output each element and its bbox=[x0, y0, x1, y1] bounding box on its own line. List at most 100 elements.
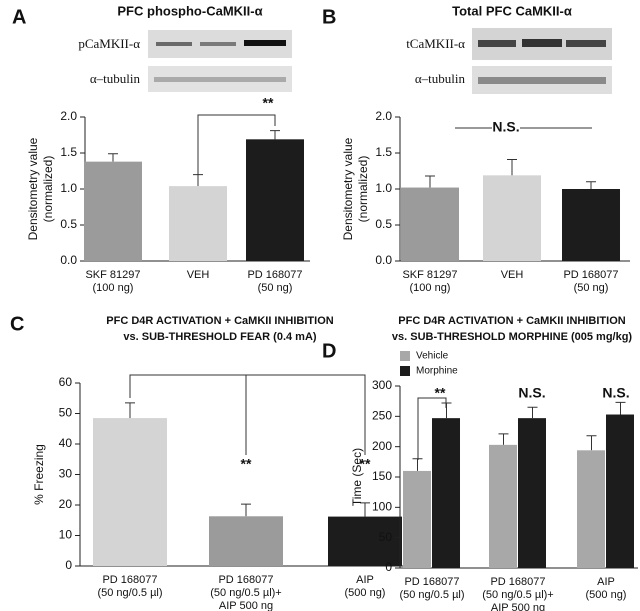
blot-label: tCaMKII-α bbox=[406, 36, 465, 51]
y-axis-label: Densitometry value bbox=[26, 137, 40, 240]
x-tick-label: (50 ng/0.5 µl)+ bbox=[210, 587, 281, 599]
error-bar bbox=[360, 502, 370, 517]
annotation: N.S. bbox=[518, 385, 545, 401]
y-tick-label: 1.0 bbox=[375, 181, 392, 195]
y-axis-label: % Freezing bbox=[32, 444, 46, 505]
x-tick-label: PD 168077 bbox=[218, 574, 273, 586]
bar bbox=[246, 139, 304, 261]
annotation: N.S. bbox=[492, 119, 519, 135]
chart-subtitle: vs. SUB-THRESHOLD FEAR (0.4 mA) bbox=[123, 331, 316, 343]
y-tick-label: 250 bbox=[372, 409, 392, 423]
x-tick-label: PD 168077 bbox=[102, 574, 157, 586]
panel-label: B bbox=[322, 6, 336, 28]
blot-a: pCaMKII-α α–tubulin bbox=[78, 30, 292, 92]
legend-label: Vehicle bbox=[416, 351, 449, 362]
chart-title: Total PFC CaMKII-α bbox=[452, 3, 572, 18]
y-tick-label: 0 bbox=[385, 560, 392, 574]
chart-subtitle: vs. SUB-THRESHOLD MORPHINE (005 mg/kg) bbox=[392, 331, 633, 343]
error-bar bbox=[615, 401, 626, 415]
y-tick-label: 20 bbox=[59, 497, 73, 511]
y-axis-label: Time (Sec) bbox=[350, 448, 364, 506]
y-tick-label: 1.5 bbox=[375, 145, 392, 159]
annotation: ** bbox=[435, 385, 446, 401]
y-tick-label: 40 bbox=[59, 436, 73, 450]
y-tick-label: 300 bbox=[372, 378, 392, 392]
annotation: ** bbox=[360, 456, 371, 472]
y-tick-label: 1.0 bbox=[60, 181, 77, 195]
annotation: ** bbox=[263, 95, 274, 111]
error-bar bbox=[498, 433, 509, 445]
error-bar bbox=[193, 174, 203, 187]
error-bar bbox=[527, 406, 538, 419]
y-axis-label: (normalized) bbox=[356, 156, 370, 223]
bar bbox=[328, 516, 402, 566]
y-tick-label: 30 bbox=[59, 467, 73, 481]
error-bar bbox=[507, 158, 517, 176]
x-tick-label: PD 168077 bbox=[404, 576, 459, 588]
bar bbox=[562, 189, 620, 261]
panel-label: D bbox=[322, 340, 336, 362]
error-bar bbox=[586, 435, 597, 451]
error-bar bbox=[425, 175, 435, 188]
error-bar bbox=[441, 402, 452, 419]
x-tick-label: (50 ng) bbox=[258, 282, 293, 294]
chart-title: PFC phospho-CaMKII-α bbox=[117, 3, 262, 18]
bar bbox=[209, 516, 283, 566]
x-tick-label: AIP bbox=[597, 576, 615, 588]
legend-swatch bbox=[400, 366, 410, 376]
x-tick-label: (50 ng/0.5 µl) bbox=[97, 587, 162, 599]
error-bar bbox=[125, 402, 135, 419]
error-bar bbox=[270, 130, 280, 140]
x-tick-label: VEH bbox=[187, 269, 210, 281]
x-tick-label: (500 ng) bbox=[345, 587, 386, 599]
y-tick-label: 2.0 bbox=[60, 109, 77, 123]
y-tick-label: 50 bbox=[379, 530, 393, 544]
bar bbox=[93, 418, 167, 566]
x-tick-label: AIP 500 ng bbox=[219, 600, 273, 611]
panel-label: C bbox=[10, 313, 24, 335]
blot-b: tCaMKII-α α–tubulin bbox=[406, 28, 612, 94]
y-tick-label: 0.0 bbox=[375, 253, 392, 267]
x-tick-label: SKF 81297 bbox=[402, 269, 457, 281]
error-bar bbox=[108, 153, 118, 162]
x-tick-label: (50 ng) bbox=[574, 282, 609, 294]
bar bbox=[432, 418, 460, 568]
x-tick-label: PD 168077 bbox=[490, 576, 545, 588]
bar bbox=[84, 161, 142, 261]
x-tick-label: (500 ng) bbox=[586, 589, 627, 601]
error-bar bbox=[586, 181, 596, 189]
y-tick-label: 1.5 bbox=[60, 145, 77, 159]
x-tick-label: (50 ng/0.5 µl) bbox=[399, 589, 464, 601]
y-tick-label: 0.5 bbox=[375, 217, 392, 231]
bar bbox=[518, 418, 546, 568]
y-tick-label: 50 bbox=[59, 406, 73, 420]
bar bbox=[403, 470, 431, 568]
error-bar bbox=[241, 503, 251, 517]
bracket bbox=[129, 374, 366, 455]
legend-swatch bbox=[400, 351, 410, 361]
x-tick-label: (100 ng) bbox=[93, 282, 134, 294]
blot-label: α–tubulin bbox=[90, 71, 141, 86]
x-tick-label: AIP 500 ng bbox=[491, 602, 545, 611]
bar bbox=[483, 175, 541, 261]
x-tick-label: AIP bbox=[356, 574, 374, 586]
x-tick-label: (50 ng/0.5 µl)+ bbox=[482, 589, 553, 601]
blot-label: pCaMKII-α bbox=[78, 36, 140, 51]
annotation: N.S. bbox=[602, 385, 629, 401]
y-tick-label: 150 bbox=[372, 469, 392, 483]
x-tick-label: (100 ng) bbox=[410, 282, 451, 294]
y-tick-label: 0.5 bbox=[60, 217, 77, 231]
y-tick-label: 100 bbox=[372, 500, 392, 514]
chart-title: PFC D4R ACTIVATION + CaMKII INHIBITION bbox=[398, 315, 626, 327]
x-tick-label: SKF 81297 bbox=[85, 269, 140, 281]
bracket bbox=[197, 114, 276, 183]
x-tick-label: VEH bbox=[501, 269, 524, 281]
y-tick-label: 60 bbox=[59, 375, 73, 389]
x-tick-label: PD 168077 bbox=[247, 269, 302, 281]
panel-label: A bbox=[12, 6, 26, 28]
legend-label: Morphine bbox=[416, 366, 458, 377]
error-bar bbox=[412, 458, 423, 471]
bar bbox=[489, 444, 517, 568]
x-tick-label: PD 168077 bbox=[563, 269, 618, 281]
